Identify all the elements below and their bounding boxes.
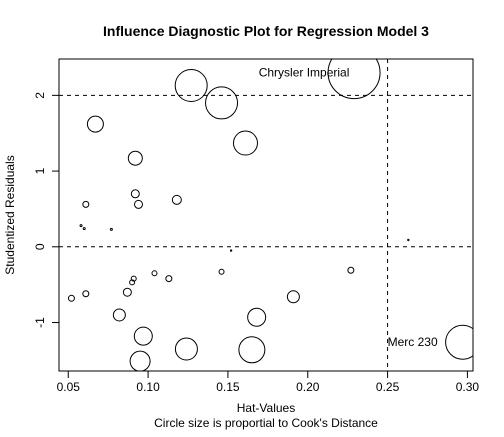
data-point	[347, 266, 355, 274]
data-point	[165, 275, 173, 283]
x-axis-label: Hat-Values	[237, 401, 295, 415]
data-point	[445, 324, 473, 360]
point-label: Merc 230	[388, 335, 438, 349]
x-tick-label: 0.20	[296, 380, 320, 394]
y-axis-label: Studentized Residuals	[3, 155, 17, 274]
data-point	[238, 336, 266, 364]
data-point	[171, 194, 182, 205]
data-point	[129, 279, 136, 286]
plot-frame	[58, 58, 474, 372]
data-point	[407, 238, 410, 242]
x-axis: 0.05 0.10 0.15 0.20 0.25 0.30	[57, 370, 480, 394]
point-label: Chrysler Imperial	[259, 66, 350, 80]
y-tick-label: 2	[33, 92, 47, 99]
x-tick-label: 0.05	[57, 380, 81, 394]
data-point	[82, 227, 86, 231]
data-point	[67, 294, 75, 302]
data-point	[229, 249, 233, 252]
data-point	[127, 150, 143, 166]
data-point	[174, 337, 198, 361]
data-point	[286, 290, 300, 304]
data-point	[82, 200, 90, 208]
data-point	[122, 287, 132, 297]
data-point	[79, 224, 83, 228]
data-point	[205, 86, 239, 120]
data-point	[232, 130, 258, 156]
data-point	[82, 290, 90, 298]
data-point	[86, 115, 104, 133]
data-point	[112, 308, 126, 322]
data-point	[130, 189, 140, 199]
data-point	[129, 350, 151, 371]
data-point	[130, 275, 137, 282]
point-labels: Chrysler Imperial Merc 230	[259, 66, 438, 350]
data-point	[151, 270, 158, 277]
y-tick-label: 0	[33, 243, 47, 250]
data-point	[109, 227, 113, 231]
chart-title: Influence Diagnostic Plot for Regression…	[103, 23, 429, 39]
x-tick-label: 0.30	[456, 380, 480, 394]
y-axis: -1 0 1 2	[33, 92, 60, 328]
data-points	[67, 59, 473, 371]
x-tick-label: 0.25	[376, 380, 400, 394]
reference-lines	[59, 59, 473, 371]
data-point	[174, 69, 208, 103]
data-point	[134, 199, 144, 209]
x-tick-label: 0.10	[136, 380, 160, 394]
data-point	[218, 268, 225, 275]
x-tick-label: 0.15	[216, 380, 240, 394]
data-point	[327, 59, 381, 100]
data-point	[133, 326, 153, 346]
chart-subtitle: Circle size is proportial to Cook's Dist…	[154, 416, 378, 430]
y-tick-label: -1	[33, 317, 47, 328]
y-tick-label: 1	[33, 167, 47, 174]
data-point	[247, 307, 267, 327]
